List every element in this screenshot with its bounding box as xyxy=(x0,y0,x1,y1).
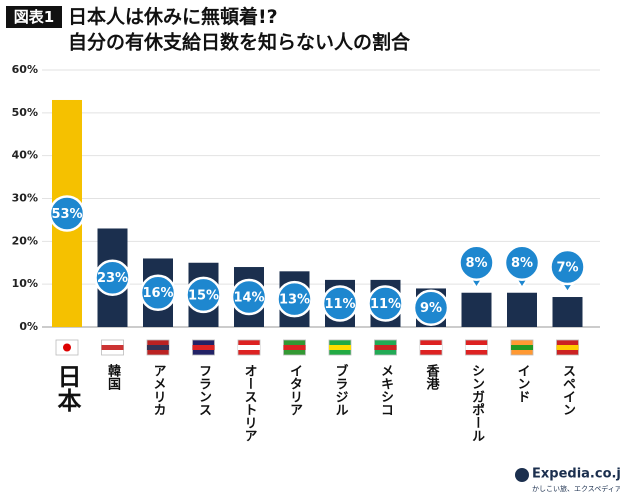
value-label-bg xyxy=(549,248,586,286)
x-tick-label: アメリカ xyxy=(151,364,166,416)
x-tick-label: フランス xyxy=(196,364,211,416)
value-label-bg xyxy=(458,244,495,281)
value-label: 53% xyxy=(51,207,82,222)
flag-mark xyxy=(283,345,306,350)
y-tick-label: 10% xyxy=(12,277,38,290)
y-tick-label: 20% xyxy=(12,234,38,247)
x-tick-label: ブラジル xyxy=(333,363,349,416)
value-label: 11% xyxy=(324,297,355,312)
value-label: 11% xyxy=(370,297,401,312)
value-label: 7% xyxy=(556,261,578,276)
flag-mark xyxy=(556,345,579,350)
x-tick-label: スペイン xyxy=(560,364,576,416)
flag-mark xyxy=(465,345,488,350)
value-label: 13% xyxy=(279,293,310,308)
x-tick-label: イタリア xyxy=(287,364,303,416)
flag-mark xyxy=(63,343,71,352)
value-label-bg xyxy=(230,278,268,316)
x-tick-label: 香港 xyxy=(424,363,441,391)
chart-subtitle: 自分の有休支給日数を知らない人の割合 xyxy=(68,31,411,54)
x-tick-label: オーストリア xyxy=(242,364,258,442)
value-label-bg xyxy=(367,285,404,322)
badge-box xyxy=(6,6,62,28)
logo-tagline: かしこい旅、エクスペディア xyxy=(532,484,620,493)
y-tick-label: 40% xyxy=(12,149,38,162)
value-label-bg xyxy=(94,259,131,296)
y-tick-label: 50% xyxy=(12,106,38,119)
chart-title: 日本人は休みに無頓着!? xyxy=(68,5,278,28)
bar xyxy=(507,292,537,327)
value-label-bg xyxy=(503,244,541,281)
value-label-bg xyxy=(412,289,450,326)
value-label-bg xyxy=(48,195,86,232)
value-label: 9% xyxy=(420,301,442,316)
flag-mark xyxy=(420,345,442,350)
flag-mark xyxy=(374,345,397,350)
value-label: 16% xyxy=(142,286,173,301)
bar xyxy=(552,297,583,327)
logo: Expedia.co.jp xyxy=(532,467,620,482)
flag-mark xyxy=(147,345,169,350)
flag-mark xyxy=(101,345,124,350)
x-tick-label: メキシコ xyxy=(378,364,393,416)
y-tick-label: 60% xyxy=(12,63,38,76)
x-tick-label: 日本 xyxy=(53,364,81,412)
value-label: 23% xyxy=(97,271,128,286)
flag-mark xyxy=(192,345,215,350)
x-tick-label: インド xyxy=(515,364,531,403)
value-label-bg xyxy=(321,285,359,322)
value-label-bg xyxy=(276,280,313,318)
value-label-bg xyxy=(185,276,222,314)
value-label: 14% xyxy=(233,291,264,306)
logo-icon xyxy=(515,468,529,482)
flag-mark xyxy=(511,345,533,350)
y-tick-label: 0% xyxy=(19,320,38,333)
value-label: 8% xyxy=(511,256,533,271)
bar xyxy=(461,292,492,327)
flag-mark xyxy=(238,345,260,350)
value-label: 15% xyxy=(188,288,219,303)
value-label-bg xyxy=(139,274,177,311)
flag-mark xyxy=(329,345,351,350)
x-tick-label: シンガポール xyxy=(469,364,485,442)
y-tick-label: 30% xyxy=(12,192,38,205)
x-tick-label: 韓国 xyxy=(105,363,121,391)
badge: 図表1 xyxy=(14,8,54,26)
value-label: 8% xyxy=(465,256,487,271)
